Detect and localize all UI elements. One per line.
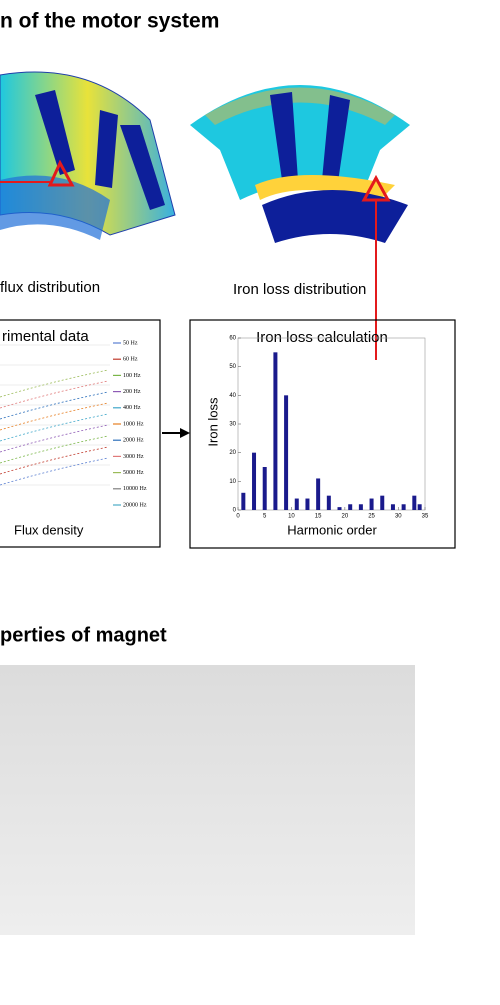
curve xyxy=(0,435,109,464)
y-tick-label: 20 xyxy=(229,450,236,456)
experimental-box xyxy=(0,319,161,548)
box-title: rimental data xyxy=(2,328,89,345)
bar xyxy=(284,395,289,510)
x-tick-label: 35 xyxy=(422,514,429,520)
legend-label: 100 Hz xyxy=(123,373,141,379)
legend-label: 5000 Hz xyxy=(123,470,144,476)
y-tick-label: 60 xyxy=(229,336,236,342)
bar xyxy=(337,507,342,510)
experimental-plot: 50 Hz 60 Hz 100 Hz 200 Hz 400 Hz 1000 Hz 2000 … xyxy=(0,340,147,508)
calculation-box xyxy=(189,319,456,549)
y-label: Iron loss xyxy=(205,397,220,447)
curve xyxy=(0,369,109,398)
bar xyxy=(348,504,353,510)
y-tick-label: 10 xyxy=(229,479,236,485)
legend-label: 20000 Hz xyxy=(123,502,147,508)
legend-label: 50 Hz xyxy=(123,340,138,346)
curve xyxy=(0,457,109,486)
legend-label: 3000 Hz xyxy=(123,454,144,460)
bar xyxy=(273,352,278,510)
legend-label: 1000 Hz xyxy=(123,421,144,427)
legend-label: 400 Hz xyxy=(123,405,141,411)
y-tick-label: 30 xyxy=(229,422,236,428)
curve xyxy=(0,424,109,453)
curve xyxy=(0,402,109,431)
bar xyxy=(369,498,374,510)
caption: flux distribution xyxy=(0,279,100,296)
bar xyxy=(358,504,363,510)
x-label: Harmonic order xyxy=(287,522,377,537)
bar-chart: 0 10 20 30 40 50 60 0 5 10 15 20 25 30 35 xyxy=(229,336,429,520)
bar xyxy=(326,495,331,510)
y-tick-label: 0 xyxy=(233,508,237,514)
y-tick-label: 50 xyxy=(229,364,236,370)
x-tick-label: 10 xyxy=(288,514,295,520)
y-tick-label: 40 xyxy=(229,393,236,399)
curve xyxy=(0,413,109,442)
bar xyxy=(305,498,310,510)
x-label: Flux density xyxy=(14,522,84,537)
x-tick-label: 20 xyxy=(342,514,349,520)
box-title: Iron loss calculation xyxy=(256,329,388,346)
x-tick-label: 25 xyxy=(368,514,375,520)
bar xyxy=(252,452,257,510)
x-tick-label: 5 xyxy=(263,514,267,520)
bar xyxy=(316,478,321,510)
legend-label: 60 Hz xyxy=(123,357,138,363)
iron-loss-image xyxy=(190,85,410,360)
curve xyxy=(0,446,109,475)
heading: n of the motor system xyxy=(0,10,219,33)
x-tick-label: 30 xyxy=(395,514,402,520)
bar xyxy=(241,492,246,510)
x-tick-label: 0 xyxy=(236,514,240,520)
x-tick-label: 15 xyxy=(315,514,322,520)
legend-label: 10000 Hz xyxy=(123,486,147,492)
bar xyxy=(262,467,267,510)
curve xyxy=(0,391,109,420)
legend-label: 2000 Hz xyxy=(123,438,144,444)
bar xyxy=(417,504,422,510)
legend-label: 200 Hz xyxy=(123,389,141,395)
curve xyxy=(0,380,109,409)
bar xyxy=(294,498,299,510)
caption: Iron loss distribution xyxy=(233,281,366,298)
bar xyxy=(401,504,406,510)
arrow-head xyxy=(180,428,190,438)
flux-image xyxy=(0,71,176,240)
heading: perties of magnet xyxy=(0,624,167,646)
bar xyxy=(412,495,417,510)
bar xyxy=(380,495,385,510)
magnet-plot-bg xyxy=(0,665,415,935)
bar xyxy=(390,504,395,510)
